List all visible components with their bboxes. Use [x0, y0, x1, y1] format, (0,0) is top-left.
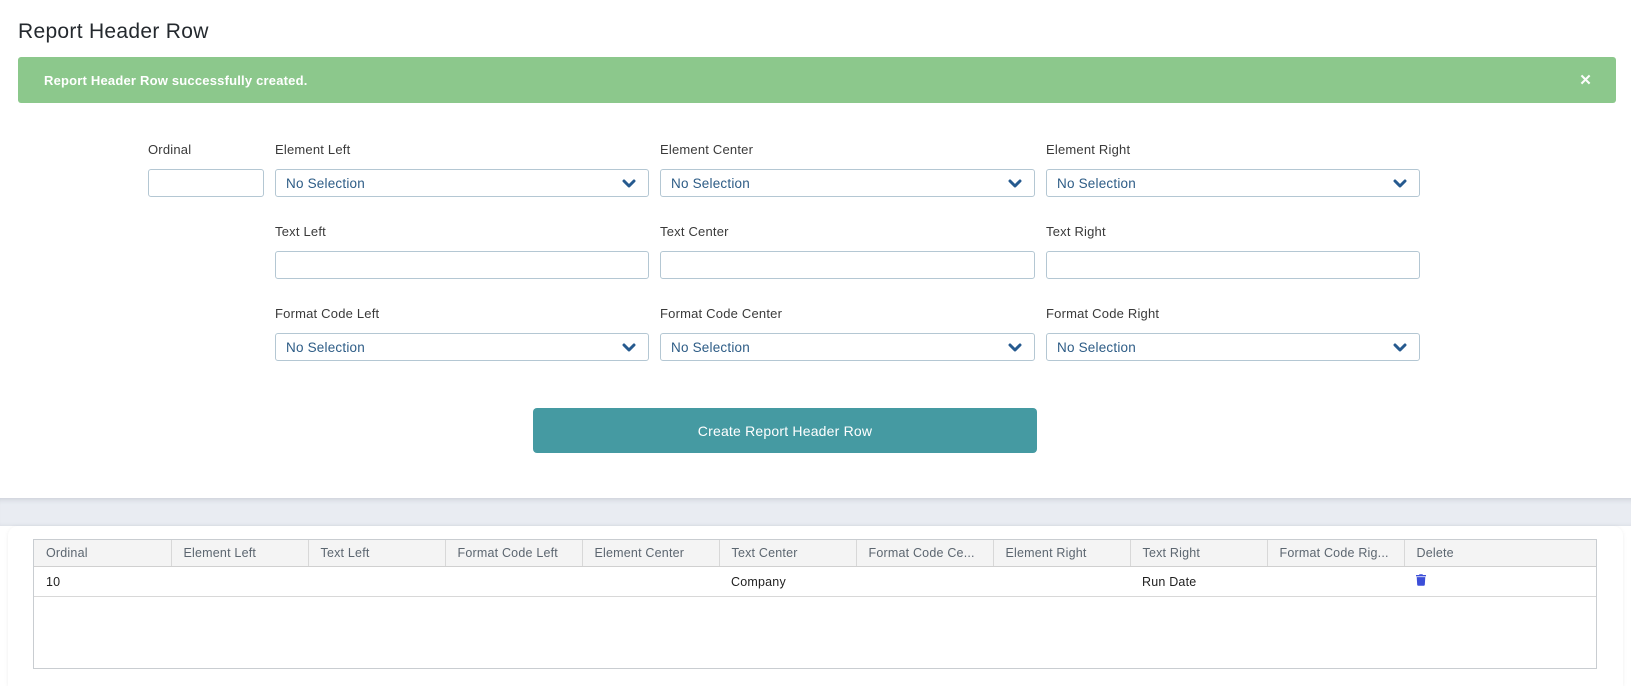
chevron-down-icon	[622, 343, 636, 351]
element-center-selected-value: No Selection	[671, 175, 750, 191]
text-right-input[interactable]	[1046, 251, 1420, 279]
table-row: 10 Company Run Date	[34, 566, 1596, 597]
column-header-element-center: Element Center	[581, 540, 719, 567]
format-code-center-label: Format Code Center	[660, 306, 783, 321]
format-code-right-select[interactable]: No Selection	[1046, 333, 1420, 361]
element-center-select[interactable]: No Selection	[660, 169, 1035, 197]
format-code-center-select[interactable]: No Selection	[660, 333, 1035, 361]
column-header-text-center: Text Center	[718, 540, 856, 567]
ordinal-field: Ordinal	[148, 142, 264, 197]
report-header-rows-table: Ordinal Element Left Text Left Format Co…	[34, 540, 1596, 597]
delete-row-button[interactable]	[1416, 574, 1426, 586]
ordinal-label: Ordinal	[148, 142, 192, 157]
format-code-left-select[interactable]: No Selection	[275, 333, 649, 361]
column-header-format-code-center: Format Code Ce...	[855, 540, 993, 567]
section-divider	[0, 498, 1631, 526]
text-center-field: Text Center	[660, 224, 1035, 279]
format-code-left-selected-value: No Selection	[286, 339, 365, 355]
column-header-format-code-right: Format Code Rig...	[1266, 540, 1404, 567]
cell-format-code-right	[1267, 566, 1404, 597]
cell-format-code-left	[445, 566, 582, 597]
cell-text-right: Run Date	[1130, 566, 1267, 597]
cell-ordinal: 10	[34, 566, 171, 597]
element-right-selected-value: No Selection	[1057, 175, 1136, 191]
element-center-field: Element Center No Selection	[660, 142, 1035, 197]
close-icon[interactable]: ✕	[1579, 71, 1592, 89]
format-code-left-label: Format Code Left	[275, 306, 380, 321]
table-container: Ordinal Element Left Text Left Format Co…	[33, 539, 1597, 669]
cell-format-code-center	[856, 566, 993, 597]
report-header-rows-table-panel: Ordinal Element Left Text Left Format Co…	[8, 526, 1623, 686]
format-code-left-field: Format Code Left No Selection	[275, 306, 649, 361]
report-header-row-form-panel: Report Header Row Report Header Row succ…	[18, 20, 1631, 453]
cell-text-left	[308, 566, 445, 597]
ordinal-input[interactable]	[148, 169, 264, 197]
text-center-label: Text Center	[660, 224, 729, 239]
cell-element-center	[582, 566, 719, 597]
cell-text-center: Company	[719, 566, 856, 597]
element-right-field: Element Right No Selection	[1046, 142, 1420, 197]
text-left-input[interactable]	[275, 251, 649, 279]
chevron-down-icon	[1393, 343, 1407, 351]
cell-element-right	[993, 566, 1130, 597]
text-left-field: Text Left	[275, 224, 649, 279]
element-left-label: Element Left	[275, 142, 351, 157]
text-center-input[interactable]	[660, 251, 1035, 279]
format-code-center-field: Format Code Center No Selection	[660, 306, 1035, 361]
create-report-header-row-button[interactable]: Create Report Header Row	[533, 408, 1037, 453]
format-code-right-selected-value: No Selection	[1057, 339, 1136, 355]
element-left-selected-value: No Selection	[286, 175, 365, 191]
table-header-row: Ordinal Element Left Text Left Format Co…	[34, 540, 1596, 567]
column-header-delete: Delete	[1403, 540, 1596, 567]
format-code-center-selected-value: No Selection	[671, 339, 750, 355]
page-title: Report Header Row	[18, 20, 209, 43]
column-header-format-code-left: Format Code Left	[444, 540, 582, 567]
column-header-element-right: Element Right	[992, 540, 1130, 567]
element-left-field: Element Left No Selection	[275, 142, 649, 197]
cell-element-left	[171, 566, 308, 597]
element-right-select[interactable]: No Selection	[1046, 169, 1420, 197]
column-header-ordinal: Ordinal	[34, 540, 171, 567]
trash-icon	[1416, 574, 1426, 586]
element-right-label: Element Right	[1046, 142, 1131, 157]
text-right-label: Text Right	[1046, 224, 1106, 239]
format-code-right-label: Format Code Right	[1046, 306, 1160, 321]
column-header-text-right: Text Right	[1129, 540, 1267, 567]
chevron-down-icon	[1393, 179, 1407, 187]
format-code-right-field: Format Code Right No Selection	[1046, 306, 1420, 361]
element-center-label: Element Center	[660, 142, 754, 157]
element-left-select[interactable]: No Selection	[275, 169, 649, 197]
chevron-down-icon	[622, 179, 636, 187]
cell-delete	[1404, 566, 1596, 597]
column-header-text-left: Text Left	[307, 540, 445, 567]
chevron-down-icon	[1008, 343, 1022, 351]
text-left-label: Text Left	[275, 224, 326, 239]
text-right-field: Text Right	[1046, 224, 1420, 279]
chevron-down-icon	[1008, 179, 1022, 187]
success-alert: Report Header Row successfully created. …	[18, 57, 1616, 103]
column-header-element-left: Element Left	[170, 540, 308, 567]
success-alert-message: Report Header Row successfully created.	[44, 72, 308, 88]
form-grid: Ordinal Element Left No Selection Elemen…	[148, 142, 1631, 361]
